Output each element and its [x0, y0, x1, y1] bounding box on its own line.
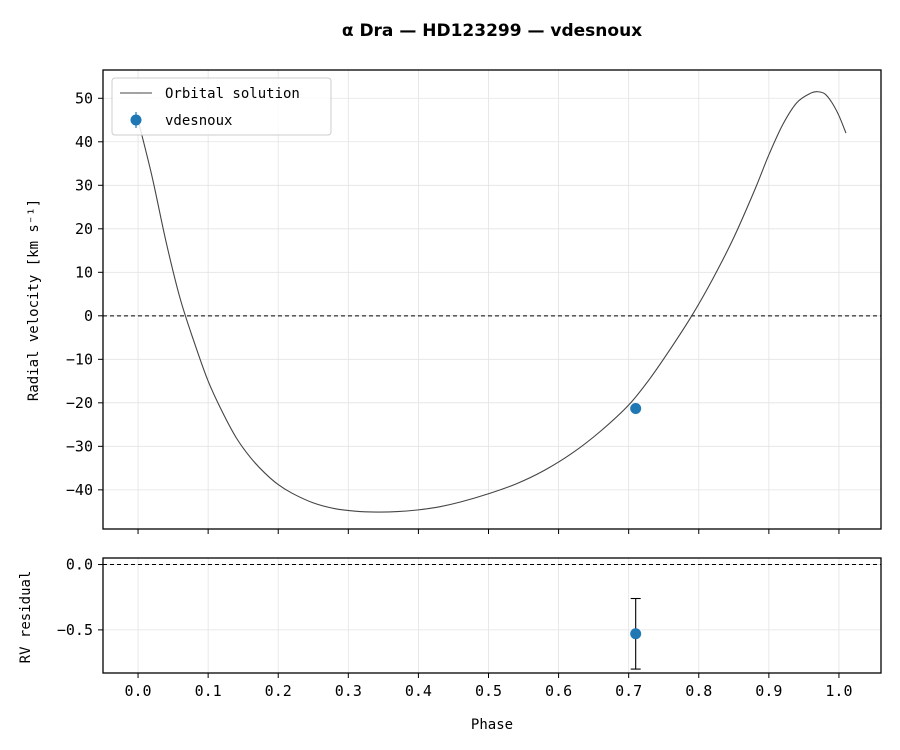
residual-x-tick-label: 0.7 — [615, 682, 642, 700]
residual-plot-frame — [102, 557, 882, 674]
rv-y-tick-label: 10 — [75, 263, 93, 281]
rv-grid — [103, 70, 881, 529]
rv-data-point — [630, 402, 642, 414]
rv-panel: −40 −30 −20 −10 0 10 20 30 40 50 Radial velocity … — [26, 69, 882, 534]
residual-x-tick-label: 0.5 — [475, 682, 502, 700]
residual-x-tick-label: 0.2 — [265, 682, 292, 700]
residual-x-tick-label: 0.3 — [335, 682, 362, 700]
rv-y-tick-label: 0 — [84, 307, 93, 325]
residual-x-tick-label: 0.1 — [195, 682, 222, 700]
residual-y-ticks: 0.0 −0.5 — [57, 556, 103, 639]
residual-x-tick-label: 0.9 — [755, 682, 782, 700]
rv-y-tick-label: 40 — [75, 133, 93, 151]
legend: Orbital solution vdesnoux — [111, 77, 332, 136]
rv-y-ticks: −40 −30 −20 −10 0 10 20 30 40 50 — [66, 89, 103, 499]
rv-y-tick-label: −10 — [66, 350, 93, 368]
rv-y-tick-label: −30 — [66, 437, 93, 455]
residual-y-axis-label: RV residual — [18, 571, 34, 664]
chart-title: α Dra — HD123299 — vdesnoux — [342, 21, 642, 41]
rv-plot-frame — [102, 69, 882, 530]
residual-y-tick-label: 0.0 — [66, 556, 93, 574]
residual-x-tick-label: 0.4 — [405, 682, 432, 700]
residual-grid — [103, 558, 881, 673]
legend-label-vdesnoux: vdesnoux — [165, 113, 232, 129]
residual-x-tick-label: 0.0 — [124, 682, 151, 700]
orbital-solution-curve — [137, 91, 847, 513]
rv-data-points — [630, 402, 642, 414]
rv-y-tick-label: 30 — [75, 176, 93, 194]
rv-y-tick-label: −20 — [66, 394, 93, 412]
residual-x-tick-label: 0.8 — [685, 682, 712, 700]
legend-box — [111, 77, 332, 136]
residual-y-tick-label: −0.5 — [57, 621, 93, 639]
legend-point-swatch — [130, 114, 142, 126]
residual-x-tick-label: 1.0 — [825, 682, 852, 700]
rv-y-tick-label: 20 — [75, 220, 93, 238]
rv-y-axis-label: Radial velocity [km s⁻¹] — [26, 199, 42, 401]
rv-y-tick-label: −40 — [66, 481, 93, 499]
rv-x-ticks — [137, 529, 840, 534]
rv-y-tick-label: 50 — [75, 89, 93, 107]
residual-data-point — [630, 628, 642, 640]
residual-x-tick-label: 0.6 — [545, 682, 572, 700]
residual-data-points — [630, 597, 642, 670]
residual-x-ticks: 0.0 0.1 0.2 0.3 0.4 0.5 0.6 0.7 0.8 0.9 1.0 — [124, 673, 852, 700]
legend-label-orbital-solution: Orbital solution — [165, 86, 300, 102]
residual-panel: 0.0 −0.5 0.0 0.1 0.2 0.3 0.4 0.5 0.6 0.7 0.8 0.9 1.… — [18, 556, 882, 733]
x-axis-label: Phase — [471, 717, 513, 733]
